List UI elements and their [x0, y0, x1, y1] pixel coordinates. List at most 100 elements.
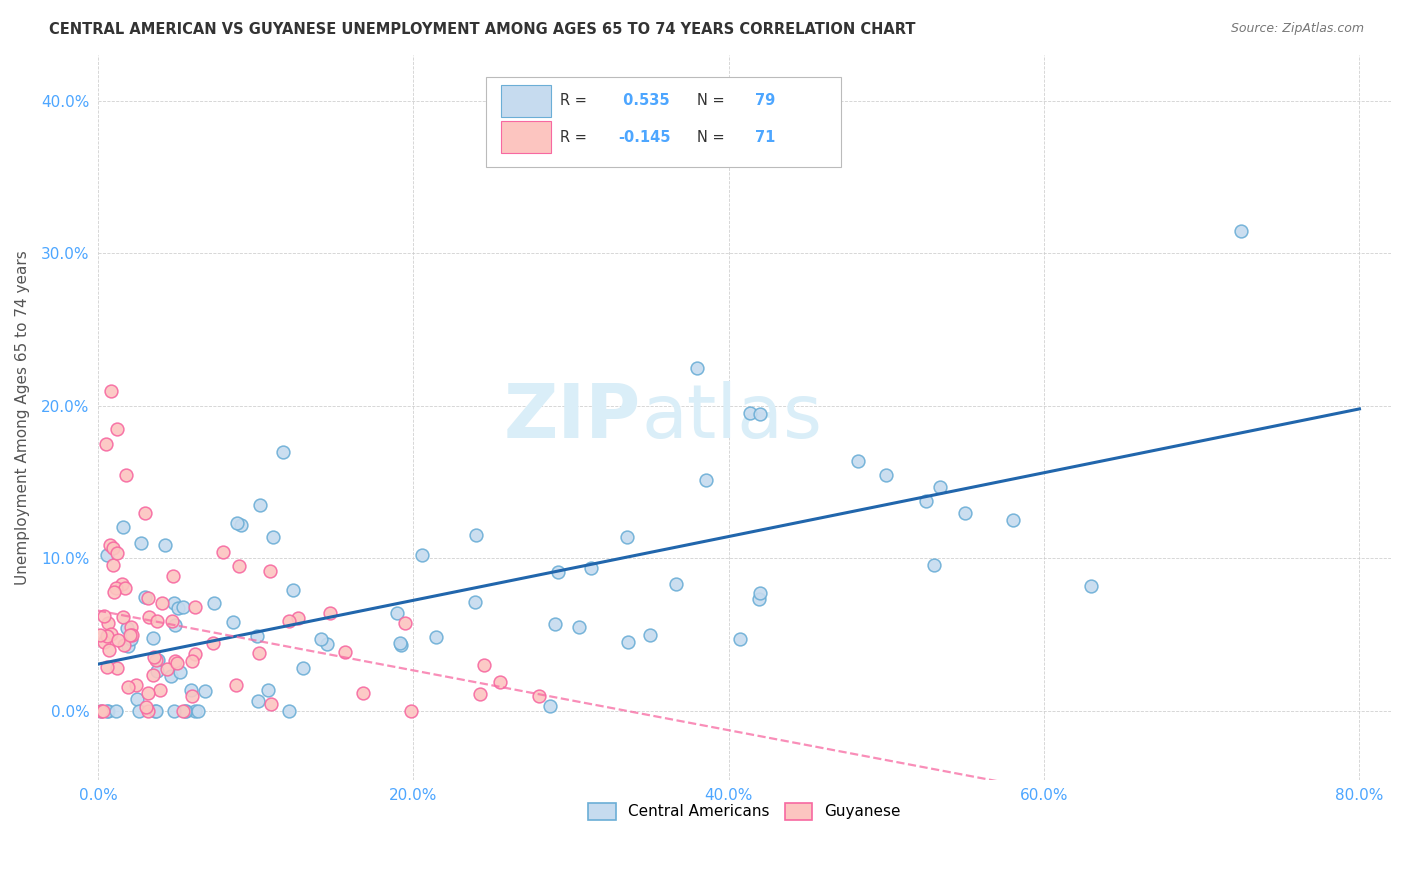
Point [247, 694, 270, 708]
Point [142, 668, 165, 682]
Point [103, 558, 125, 573]
Point [112, 610, 135, 624]
Point [257, 682, 280, 697]
Point [136, 591, 159, 606]
Point [121, 627, 143, 641]
Point [103, 585, 125, 599]
Point [316, 637, 339, 651]
Text: 0.535: 0.535 [617, 94, 669, 108]
Point [579, 561, 602, 575]
Point [399, 704, 422, 718]
Point [135, 699, 157, 714]
Point [184, 704, 207, 718]
Point [146, 614, 169, 628]
Point [616, 634, 638, 648]
Point [389, 638, 412, 652]
Y-axis label: Unemployment Among Ages 65 to 74 years: Unemployment Among Ages 65 to 74 years [15, 250, 30, 585]
Point [184, 647, 207, 661]
Point [148, 653, 170, 667]
Point [117, 680, 139, 694]
Point [1001, 513, 1024, 527]
Point [915, 494, 938, 508]
FancyBboxPatch shape [486, 77, 841, 168]
Point [96, 629, 118, 643]
Point [1230, 223, 1253, 237]
Text: atlas: atlas [641, 381, 823, 454]
Point [529, 689, 551, 703]
Point [228, 559, 250, 574]
Point [695, 474, 717, 488]
Point [166, 601, 188, 615]
Point [127, 692, 149, 706]
Point [472, 658, 495, 673]
Point [616, 530, 638, 544]
Point [105, 660, 128, 674]
Point [142, 649, 165, 664]
Point [115, 467, 138, 482]
Point [120, 632, 142, 646]
Point [148, 682, 170, 697]
Point [246, 629, 269, 643]
Point [262, 530, 284, 544]
Point [283, 583, 305, 598]
FancyBboxPatch shape [502, 121, 551, 153]
Point [117, 640, 139, 654]
Point [187, 704, 209, 718]
Point [292, 661, 315, 675]
Text: R =: R = [560, 129, 586, 145]
Text: N =: N = [696, 94, 724, 108]
Point [172, 704, 194, 718]
Point [929, 481, 952, 495]
Point [277, 704, 299, 718]
Point [202, 596, 225, 610]
Point [922, 558, 945, 572]
Text: N =: N = [696, 129, 724, 145]
Point [166, 657, 188, 671]
Point [93, 608, 115, 623]
Point [665, 576, 688, 591]
Point [547, 565, 569, 579]
Point [194, 684, 217, 698]
Point [184, 599, 207, 614]
Point [90, 704, 112, 718]
Point [749, 586, 772, 600]
Point [145, 653, 167, 667]
Point [568, 620, 591, 634]
Point [156, 662, 179, 676]
Point [846, 454, 869, 468]
Point [231, 518, 253, 533]
Point [145, 704, 167, 718]
Point [115, 621, 138, 635]
Point [112, 638, 135, 652]
Point [638, 628, 661, 642]
Point [748, 592, 770, 607]
Point [222, 615, 245, 630]
Point [1080, 579, 1102, 593]
Point [91, 704, 114, 718]
Point [309, 632, 332, 646]
Point [120, 620, 142, 634]
Point [136, 704, 159, 718]
Point [259, 565, 281, 579]
Point [114, 582, 136, 596]
Point [104, 704, 127, 718]
Point [159, 669, 181, 683]
Point [411, 548, 433, 562]
Text: Source: ZipAtlas.com: Source: ZipAtlas.com [1230, 22, 1364, 36]
Point [128, 704, 150, 718]
Point [90, 704, 112, 718]
Point [98, 642, 121, 657]
Point [278, 615, 301, 629]
Point [107, 632, 129, 647]
Point [686, 360, 709, 375]
Point [728, 632, 751, 646]
Point [89, 628, 111, 642]
Point [425, 630, 447, 644]
Point [875, 467, 897, 482]
Point [100, 384, 122, 398]
Point [145, 664, 167, 678]
Text: 79: 79 [755, 94, 775, 108]
Point [165, 617, 187, 632]
Point [120, 628, 142, 642]
Point [134, 506, 156, 520]
